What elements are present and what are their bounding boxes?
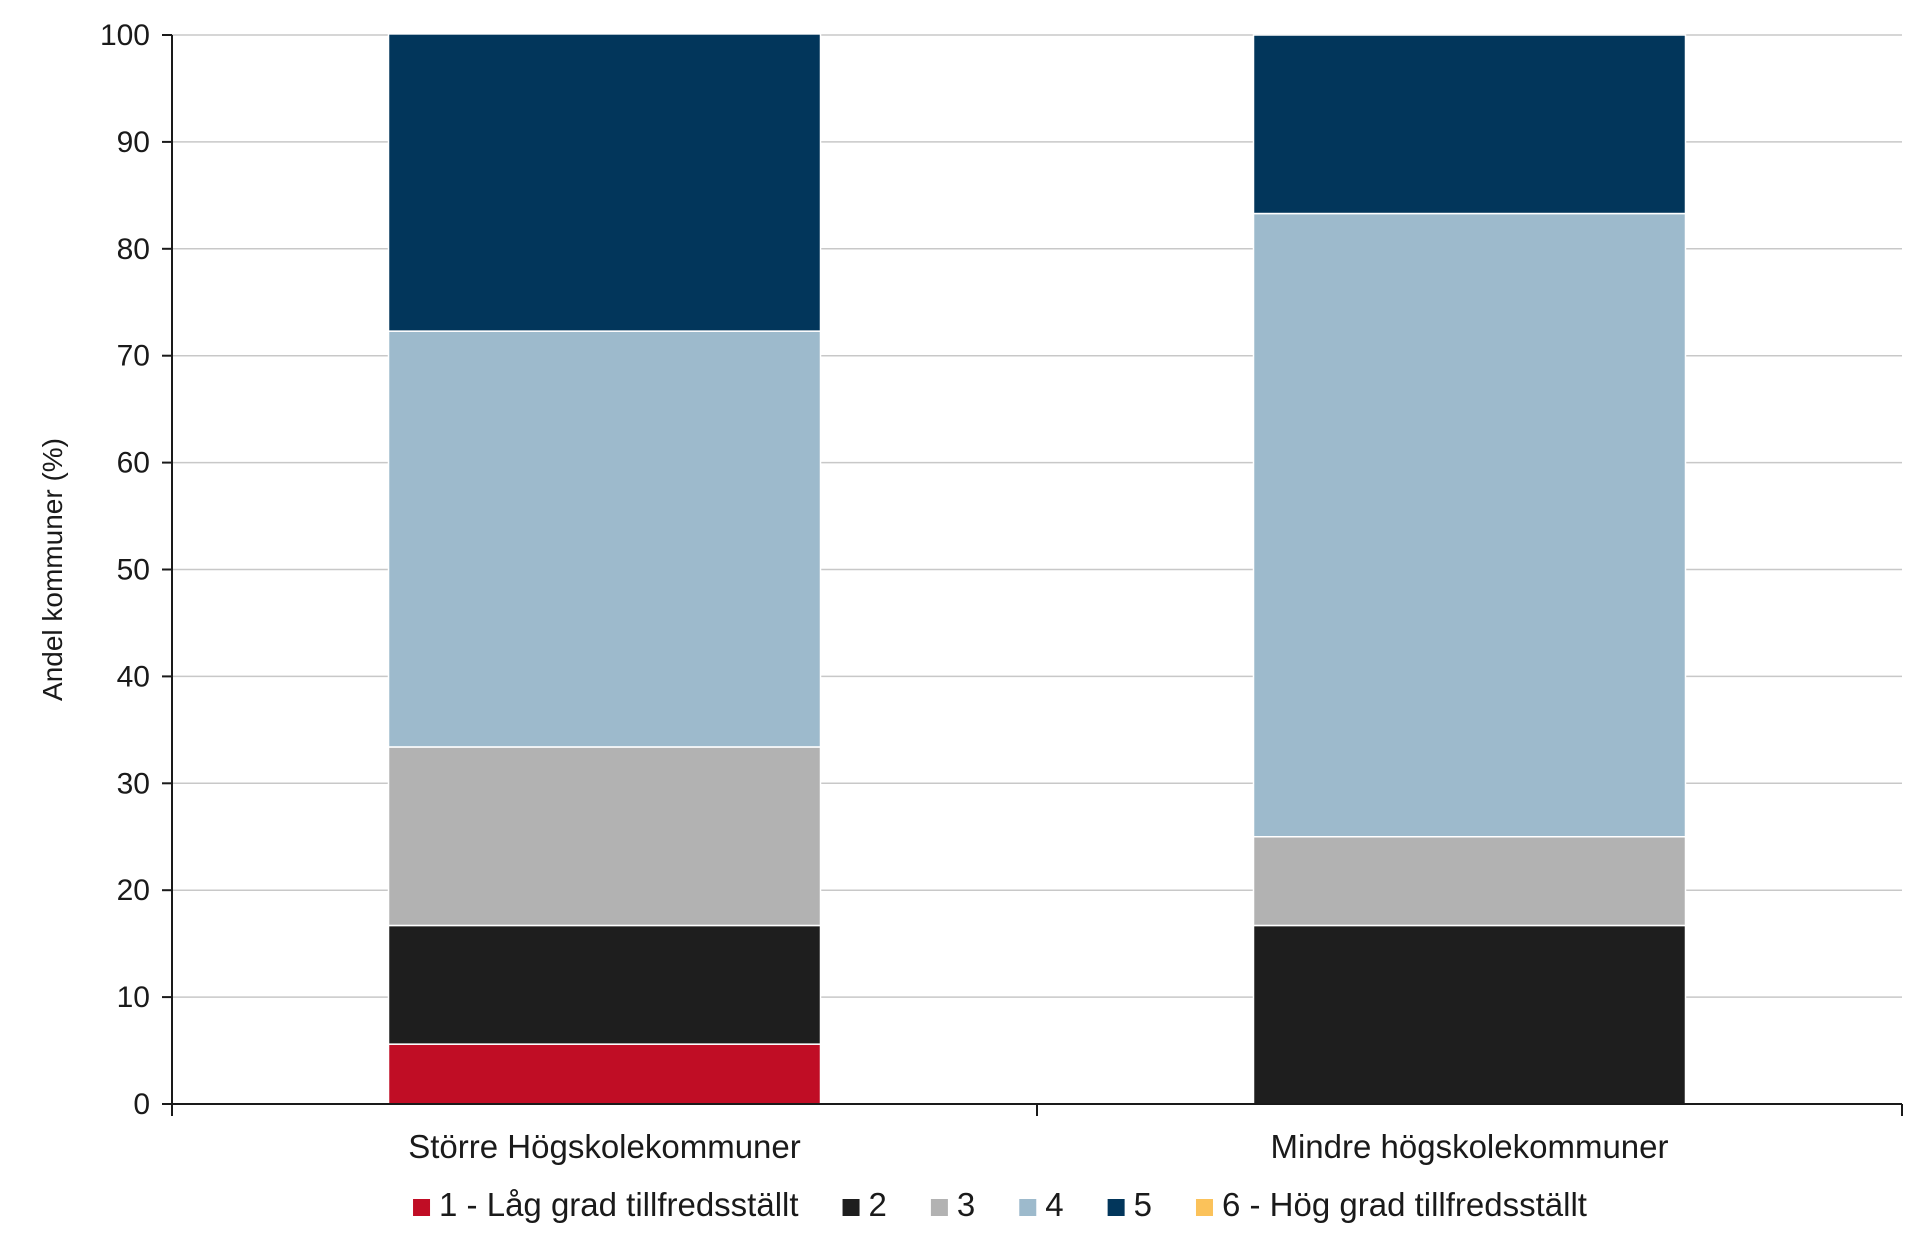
- bars: [387, 33, 1687, 1105]
- legend-item: 2: [842, 1186, 887, 1223]
- legend-item: 6 - Hög grad tillfredsställt: [1195, 1186, 1587, 1223]
- legend-swatch: [1019, 1199, 1037, 1216]
- y-tick-label: 100: [100, 19, 150, 52]
- bar-segment: [1252, 924, 1687, 1105]
- legend-swatch: [1195, 1199, 1213, 1216]
- y-tick-label: 10: [117, 981, 150, 1014]
- legend: 1 - Låg grad tillfredsställt 2 3 4 5 6 - Hög …: [413, 1186, 1587, 1223]
- legend-label: 2: [869, 1186, 887, 1223]
- axes: [162, 34, 1903, 1116]
- bar-segment: [1252, 836, 1687, 927]
- bar-segment: [387, 746, 822, 927]
- category-label: Mindre högskolekommuner: [1270, 1128, 1668, 1165]
- legend-item: 5: [1107, 1186, 1152, 1223]
- bar-segment: [1252, 212, 1687, 838]
- axis-labels: Större Högskolekommuner Mindre högskoleko…: [37, 19, 1669, 1165]
- legend-label: 3: [957, 1186, 975, 1223]
- legend-label: 6 - Hög grad tillfredsställt: [1222, 1186, 1587, 1223]
- legend-item: 1 - Låg grad tillfredsställt: [413, 1186, 799, 1223]
- bar-segment: [387, 33, 822, 332]
- bar-segment: [1252, 34, 1687, 215]
- y-tick-label: 60: [117, 447, 150, 480]
- bar-segment: [387, 330, 822, 748]
- y-tick-label: 50: [117, 554, 150, 587]
- legend-swatch: [842, 1199, 860, 1216]
- bar-segment: [387, 924, 822, 1045]
- y-axis-title: Andel kommuner (%): [37, 438, 68, 701]
- legend-item: 4: [1019, 1186, 1064, 1223]
- legend-swatch: [1107, 1199, 1125, 1216]
- legend-label: 1 - Låg grad tillfredsställt: [439, 1186, 799, 1223]
- category-label: Större Högskolekommuner: [408, 1128, 801, 1165]
- legend-label: 4: [1045, 1186, 1063, 1223]
- y-tick-label: 80: [117, 233, 150, 266]
- y-tick-label: 30: [117, 767, 150, 800]
- y-tick-label: 40: [117, 660, 150, 693]
- legend-swatch: [930, 1199, 948, 1216]
- legend-swatch: [413, 1199, 431, 1216]
- y-tick-label: 0: [133, 1088, 150, 1121]
- bar-segment: [387, 1043, 822, 1105]
- legend-item: 3: [930, 1186, 975, 1223]
- legend-label: 5: [1134, 1186, 1152, 1223]
- y-tick-label: 20: [117, 874, 150, 907]
- y-tick-label: 70: [117, 340, 150, 373]
- y-tick-label: 90: [117, 126, 150, 159]
